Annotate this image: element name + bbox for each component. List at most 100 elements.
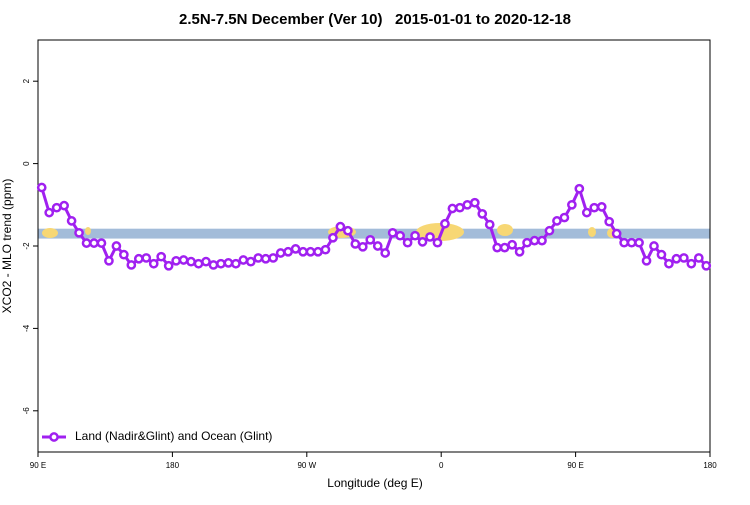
x-tick-label: 90 E xyxy=(30,461,46,470)
data-point xyxy=(686,258,697,269)
data-point xyxy=(671,253,682,264)
data-point xyxy=(335,221,346,232)
data-point xyxy=(559,212,570,223)
data-point xyxy=(619,237,629,248)
y-tick-label: -2 xyxy=(22,242,31,250)
data-point xyxy=(298,246,308,257)
legend-label: Land (Nadir&Glint) and Ocean (Glint) xyxy=(75,429,272,443)
data-point xyxy=(552,216,562,226)
data-point xyxy=(544,225,555,236)
data-point xyxy=(484,219,495,230)
data-point xyxy=(417,237,428,247)
data-point xyxy=(522,237,532,248)
data-point xyxy=(477,209,488,219)
data-point xyxy=(223,258,234,268)
data-point xyxy=(36,182,47,193)
data-point xyxy=(268,253,279,263)
y-tick-label: 2 xyxy=(22,78,31,83)
y-tick-label: 0 xyxy=(22,161,31,166)
data-point xyxy=(186,256,196,267)
data-point xyxy=(231,258,241,269)
data-point xyxy=(156,251,167,262)
data-point xyxy=(380,248,391,258)
y-tick-label: -6 xyxy=(22,407,31,415)
data-point xyxy=(148,258,159,269)
data-point xyxy=(649,241,659,251)
data-point xyxy=(656,249,667,260)
y-axis-label: XCO2 - MLO trend (ppm) xyxy=(0,179,14,314)
y-tick-label: -4 xyxy=(22,324,31,332)
data-point xyxy=(537,235,547,246)
land-patch xyxy=(588,227,596,237)
data-point xyxy=(66,216,77,226)
data-point xyxy=(171,255,181,266)
data-point xyxy=(133,253,144,264)
series-line xyxy=(40,184,708,268)
data-point xyxy=(141,253,152,263)
data-point xyxy=(469,197,480,208)
data-point xyxy=(455,202,465,213)
data-point xyxy=(357,241,368,252)
data-point xyxy=(611,228,622,239)
data-point xyxy=(626,237,637,248)
data-point xyxy=(245,256,256,267)
data-point xyxy=(447,203,458,214)
data-point xyxy=(440,218,450,229)
data-point xyxy=(499,242,510,253)
data-point xyxy=(574,183,585,194)
data-point xyxy=(402,237,413,248)
data-point xyxy=(492,242,503,253)
data-point xyxy=(260,253,271,264)
data-point xyxy=(208,260,219,270)
data-point xyxy=(275,248,286,258)
data-point xyxy=(328,232,338,243)
data-point xyxy=(365,234,376,245)
data-point xyxy=(425,232,435,242)
data-point xyxy=(350,239,361,249)
data-point xyxy=(387,227,398,238)
data-point xyxy=(432,237,443,248)
data-point xyxy=(163,260,174,271)
data-point xyxy=(641,255,652,266)
data-point xyxy=(462,199,473,210)
data-point xyxy=(372,241,383,251)
data-point xyxy=(89,238,99,248)
data-point xyxy=(529,235,540,246)
data-point xyxy=(178,255,189,265)
data-point xyxy=(343,225,353,236)
land-patch xyxy=(85,227,91,235)
data-point xyxy=(395,230,405,241)
land-patch xyxy=(42,228,58,238)
data-point xyxy=(104,255,114,266)
data-point xyxy=(634,237,644,248)
land-patch xyxy=(497,224,513,236)
data-point xyxy=(81,238,92,248)
data-point xyxy=(111,241,122,251)
data-point xyxy=(313,246,323,257)
data-point xyxy=(507,239,517,250)
data-point xyxy=(74,227,84,238)
reference-band xyxy=(38,228,710,239)
data-point xyxy=(238,255,249,265)
data-point xyxy=(193,258,204,269)
data-point xyxy=(581,207,592,218)
data-point xyxy=(596,202,607,212)
data-point xyxy=(589,202,600,213)
data-point xyxy=(514,246,525,257)
data-point xyxy=(679,253,689,263)
x-tick-label: 180 xyxy=(703,461,717,470)
data-point xyxy=(410,230,420,241)
data-point xyxy=(320,244,331,255)
data-point xyxy=(567,199,577,210)
data-point xyxy=(604,216,615,227)
data-point xyxy=(253,253,264,263)
data-point xyxy=(126,260,137,270)
x-tick-label: 0 xyxy=(439,461,444,470)
legend-marker xyxy=(49,432,59,442)
x-axis-label: Longitude (deg E) xyxy=(327,476,422,490)
data-point xyxy=(283,246,293,257)
x-tick-label: 90 E xyxy=(567,461,583,470)
data-point xyxy=(201,256,211,267)
data-point xyxy=(96,238,107,248)
